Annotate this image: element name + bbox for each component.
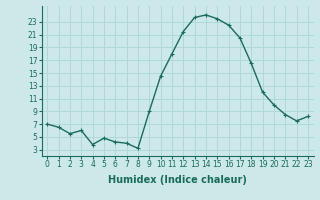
X-axis label: Humidex (Indice chaleur): Humidex (Indice chaleur) xyxy=(108,175,247,185)
